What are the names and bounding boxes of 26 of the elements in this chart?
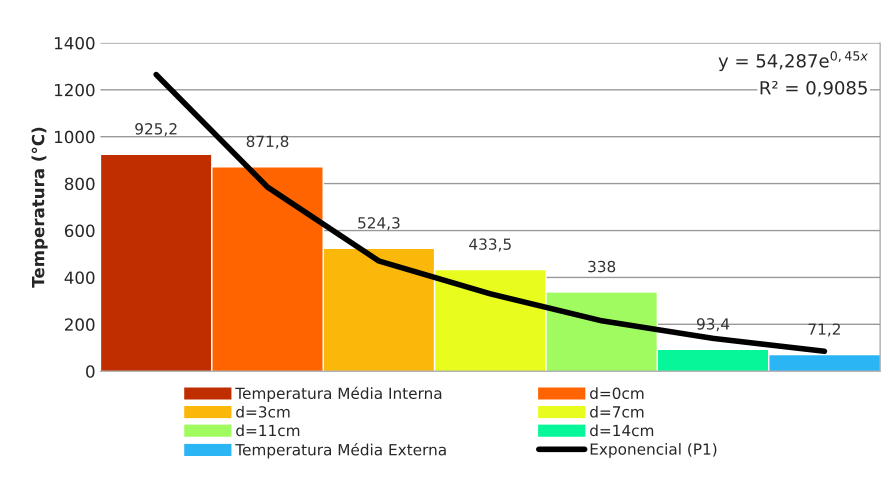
legend-label: Exponencial (P1) — [590, 443, 716, 458]
legend-label: Temperatura Média Externa — [235, 443, 446, 458]
data-label: 871,8 — [246, 136, 288, 149]
legend-label: d=7cm — [590, 406, 644, 418]
y-tick-label: 1400 — [55, 36, 94, 50]
y-tick-label: 200 — [65, 318, 94, 331]
data-label: 93,4 — [696, 318, 730, 332]
y-tick-label: 1000 — [55, 130, 94, 144]
annotation: y = 54,287e$^{0,45x}$ — [718, 51, 868, 72]
legend-label: d=11cm — [236, 424, 300, 436]
legend-label: d=14cm — [590, 424, 654, 436]
legend-label: d=0cm — [590, 387, 644, 400]
data-label: 925,2 — [135, 123, 176, 136]
y-tick-label: 800 — [64, 178, 94, 190]
y-tick-label: 600 — [64, 224, 94, 238]
data-label: 433,5 — [469, 238, 511, 252]
y-tick-label: 400 — [64, 271, 94, 284]
data-label: 71,2 — [808, 323, 840, 336]
legend-label: d=3cm — [236, 406, 290, 418]
data-label: 524,3 — [358, 217, 400, 230]
y-axis-title: Temperatura (°C) — [32, 128, 48, 288]
legend-label: Temperatura Média Interna — [235, 386, 442, 402]
data-label: 338 — [588, 260, 616, 272]
y-tick-label: 0 — [86, 365, 94, 378]
annotation: R² = 0,9085 — [760, 80, 867, 96]
y-tick-label: 1200 — [55, 84, 94, 96]
